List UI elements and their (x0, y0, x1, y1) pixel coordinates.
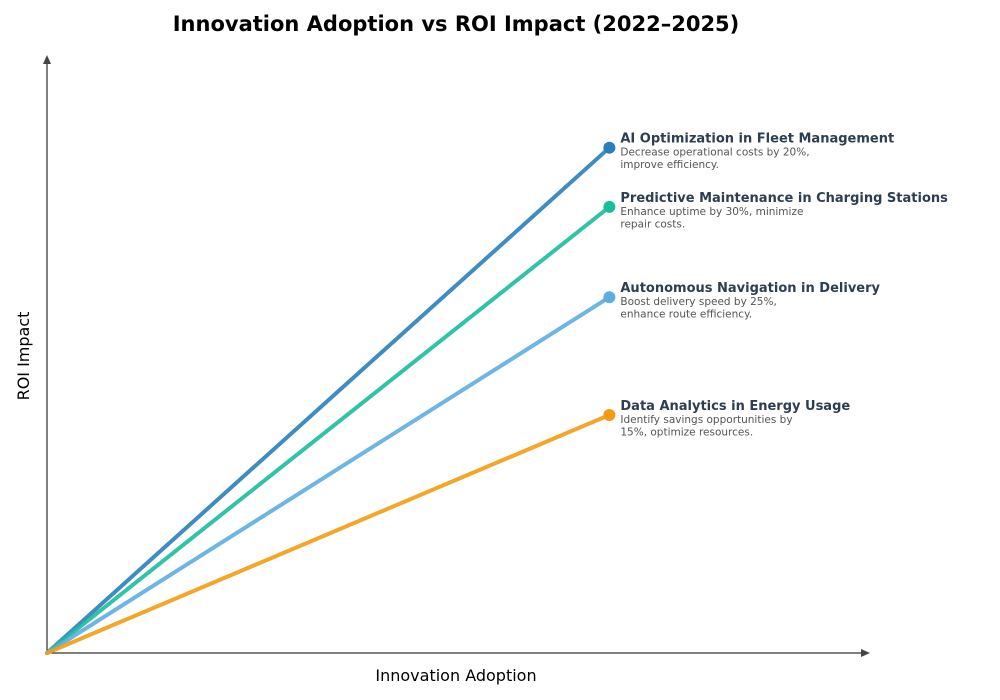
series-line-3 (45, 412, 612, 655)
series-label-2: Autonomous Navigation in Delivery (620, 281, 880, 296)
series-description-2: Boost delivery speed by 25%, (620, 296, 776, 308)
series-description-0: Decrease operational costs by 20%, (620, 147, 809, 159)
series-endpoint-1 (603, 200, 616, 213)
y-axis-arrow-icon (43, 55, 51, 64)
series-endpoint-0 (603, 141, 616, 154)
series-description-0: improve efficiency. (620, 159, 719, 171)
series-label-0: AI Optimization in Fleet Management (620, 132, 894, 147)
series-label-3: Data Analytics in Energy Usage (620, 399, 850, 414)
x-axis-arrow-icon (861, 649, 870, 657)
series-line-2 (45, 295, 612, 655)
series-description-3: 15%, optimize resources. (620, 426, 753, 438)
series-label-1: Predictive Maintenance in Charging Stati… (620, 191, 948, 206)
series-endpoint-3 (603, 408, 616, 421)
x-axis-label: Innovation Adoption (375, 666, 536, 685)
series-description-2: enhance route efficiency. (620, 309, 752, 321)
series-line-1 (45, 204, 612, 655)
series-line-0 (45, 145, 612, 655)
series-description-3: Identify savings opportunities by (620, 414, 792, 426)
y-axis-label: ROI Impact (14, 312, 33, 401)
series-description-1: repair costs. (620, 218, 685, 230)
series-description-1: Enhance uptime by 30%, minimize (620, 206, 803, 218)
chart-title: Innovation Adoption vs ROI Impact (2022–… (173, 12, 740, 36)
series-endpoint-2 (603, 291, 616, 304)
